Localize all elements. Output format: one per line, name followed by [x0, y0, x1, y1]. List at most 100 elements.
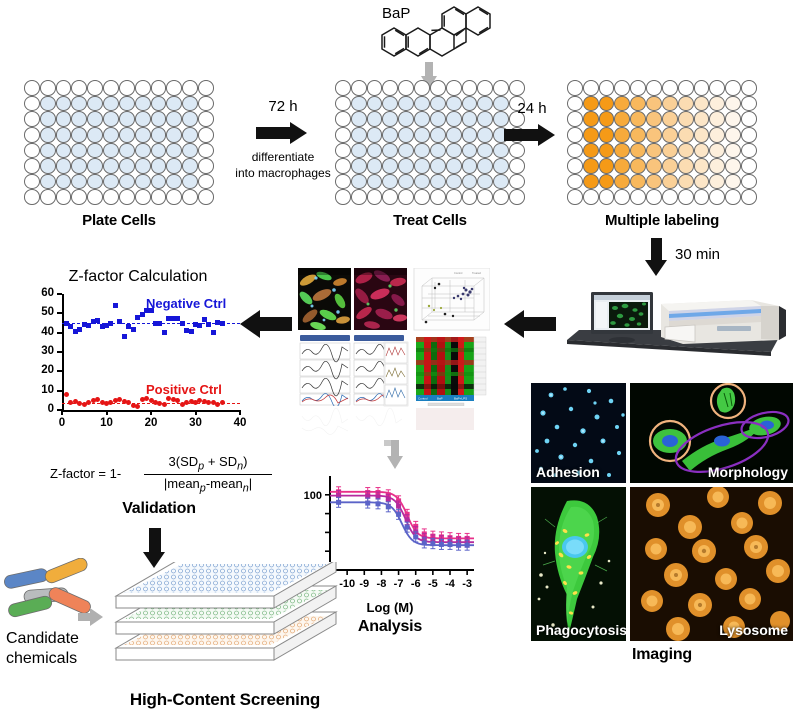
- well[interactable]: [150, 111, 167, 127]
- well[interactable]: [709, 95, 726, 112]
- well[interactable]: [24, 189, 40, 205]
- well[interactable]: [509, 80, 525, 96]
- well[interactable]: [598, 95, 615, 112]
- well[interactable]: [567, 126, 583, 143]
- well[interactable]: [55, 126, 72, 143]
- well[interactable]: [725, 158, 742, 174]
- well[interactable]: [445, 173, 462, 190]
- high-content-imager-instrument[interactable]: [565, 282, 790, 360]
- well[interactable]: [71, 142, 88, 159]
- well[interactable]: [677, 80, 694, 96]
- well[interactable]: [661, 173, 678, 190]
- well[interactable]: [493, 80, 510, 96]
- well[interactable]: [39, 142, 56, 159]
- well[interactable]: [39, 111, 56, 127]
- well[interactable]: [366, 80, 383, 96]
- well[interactable]: [350, 95, 367, 112]
- well[interactable]: [630, 189, 647, 205]
- well[interactable]: [677, 126, 694, 143]
- well[interactable]: [709, 142, 726, 159]
- well[interactable]: [677, 95, 694, 112]
- well[interactable]: [335, 111, 351, 127]
- well[interactable]: [677, 111, 694, 127]
- well[interactable]: [166, 126, 183, 143]
- well[interactable]: [429, 126, 446, 143]
- well[interactable]: [103, 189, 119, 205]
- well[interactable]: [182, 158, 199, 174]
- well[interactable]: [582, 173, 599, 190]
- well[interactable]: [198, 126, 214, 143]
- well[interactable]: [598, 111, 615, 127]
- well[interactable]: [198, 80, 214, 96]
- well[interactable]: [725, 189, 742, 205]
- well[interactable]: [55, 95, 72, 112]
- well[interactable]: [150, 95, 167, 112]
- well[interactable]: [24, 95, 40, 112]
- well[interactable]: [414, 95, 430, 112]
- well[interactable]: [118, 126, 135, 143]
- well[interactable]: [134, 126, 151, 143]
- well[interactable]: [335, 189, 351, 205]
- well[interactable]: [429, 173, 446, 190]
- well[interactable]: [150, 126, 167, 143]
- well[interactable]: [614, 111, 631, 127]
- well[interactable]: [445, 189, 462, 205]
- well[interactable]: [509, 189, 525, 205]
- well[interactable]: [429, 95, 446, 112]
- well[interactable]: [182, 189, 199, 205]
- well[interactable]: [366, 95, 383, 112]
- well[interactable]: [725, 80, 742, 96]
- well[interactable]: [598, 142, 615, 159]
- well[interactable]: [103, 173, 119, 190]
- hcs-plate-stack[interactable]: [100, 559, 350, 682]
- well[interactable]: [166, 80, 183, 96]
- well[interactable]: [366, 142, 383, 159]
- well[interactable]: [150, 142, 167, 159]
- well[interactable]: [366, 158, 383, 174]
- well[interactable]: [71, 111, 88, 127]
- well[interactable]: [567, 80, 583, 96]
- well[interactable]: [24, 142, 40, 159]
- well[interactable]: [741, 80, 757, 96]
- well[interactable]: [39, 95, 56, 112]
- well[interactable]: [87, 80, 104, 96]
- well[interactable]: [335, 126, 351, 143]
- well[interactable]: [71, 80, 88, 96]
- well[interactable]: [134, 95, 151, 112]
- well[interactable]: [445, 80, 462, 96]
- well[interactable]: [134, 173, 151, 190]
- well[interactable]: [630, 95, 647, 112]
- well[interactable]: [693, 142, 710, 159]
- well[interactable]: [614, 189, 631, 205]
- well[interactable]: [414, 142, 430, 159]
- well[interactable]: [71, 95, 88, 112]
- multiple-labeling-microplate[interactable]: [567, 80, 757, 205]
- treat-cells-microplate[interactable]: [335, 80, 525, 205]
- well[interactable]: [445, 158, 462, 174]
- plate-cells-microplate[interactable]: [24, 80, 214, 205]
- well[interactable]: [598, 126, 615, 143]
- well[interactable]: [709, 158, 726, 174]
- well[interactable]: [646, 126, 662, 143]
- well[interactable]: [693, 126, 710, 143]
- well[interactable]: [198, 158, 214, 174]
- well[interactable]: [614, 80, 631, 96]
- well[interactable]: [477, 158, 494, 174]
- well[interactable]: [103, 80, 119, 96]
- well[interactable]: [134, 158, 151, 174]
- well[interactable]: [398, 142, 415, 159]
- well[interactable]: [39, 173, 56, 190]
- well[interactable]: [366, 189, 383, 205]
- well[interactable]: [150, 158, 167, 174]
- well[interactable]: [134, 189, 151, 205]
- well[interactable]: [567, 173, 583, 190]
- well[interactable]: [493, 158, 510, 174]
- well[interactable]: [461, 142, 478, 159]
- well[interactable]: [582, 126, 599, 143]
- well[interactable]: [741, 158, 757, 174]
- well[interactable]: [709, 189, 726, 205]
- well[interactable]: [350, 111, 367, 127]
- well[interactable]: [55, 80, 72, 96]
- well[interactable]: [39, 80, 56, 96]
- well[interactable]: [661, 95, 678, 112]
